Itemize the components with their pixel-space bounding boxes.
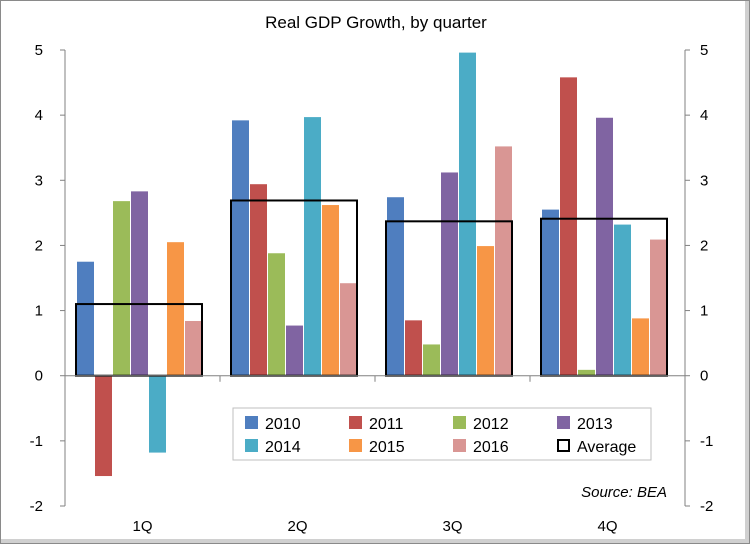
legend-swatch-2014 — [245, 439, 258, 452]
legend-label-2014: 2014 — [265, 439, 301, 456]
bar-2014-3Q — [459, 52, 476, 376]
chart-title: Real GDP Growth, by quarter — [265, 13, 487, 32]
y-tick-label-right: -1 — [700, 433, 713, 450]
y-tick-label-right: 1 — [700, 303, 708, 320]
bar-2010-2Q — [232, 120, 249, 376]
source-annotation: Source: BEA — [581, 484, 667, 501]
bar-2015-2Q — [322, 205, 339, 376]
y-tick-label-left: 2 — [35, 237, 43, 254]
bar-2014-4Q — [614, 224, 631, 376]
bar-2016-3Q — [495, 146, 512, 376]
bar-2011-1Q — [95, 375, 112, 477]
legend-label-2013: 2013 — [577, 416, 613, 433]
y-tick-label-left: -2 — [30, 498, 43, 515]
legend-swatch-2010 — [245, 416, 258, 429]
y-tick-label-left: 3 — [35, 172, 43, 189]
legend-label-2011: 2011 — [369, 416, 404, 433]
legend-swatch-2015 — [349, 439, 362, 452]
y-tick-label-left: 1 — [35, 303, 43, 320]
bar-2014-2Q — [304, 117, 321, 376]
bar-2015-3Q — [477, 246, 494, 376]
y-tick-label-right: 2 — [700, 237, 708, 254]
x-tick-label-1Q: 1Q — [132, 518, 152, 535]
bar-2010-1Q — [77, 261, 94, 376]
bar-2012-4Q — [578, 369, 595, 376]
y-tick-label-right: 4 — [700, 107, 708, 124]
bar-2016-2Q — [340, 283, 357, 376]
legend-label-2012: 2012 — [473, 416, 509, 433]
bar-2010-3Q — [387, 197, 404, 376]
bar-2016-4Q — [650, 239, 667, 376]
bar-2013-2Q — [286, 325, 303, 376]
bar-2011-2Q — [250, 184, 267, 376]
axes: -2 -2 -1 -1 0 0 1 1 2 2 3 3 4 4 5 5 1Q 2Q 3Q 4Q — [30, 42, 714, 535]
legend-swatch-2012 — [453, 416, 466, 429]
bar-2016-1Q — [185, 320, 202, 376]
legend-label-2016: 2016 — [473, 439, 509, 456]
bar-group — [77, 52, 667, 477]
average-group — [75, 199, 668, 377]
y-tick-label-left: 5 — [35, 42, 43, 59]
y-tick-label-right: 0 — [700, 368, 708, 385]
bar-2013-4Q — [596, 117, 613, 376]
legend-label-Average: Average — [577, 439, 636, 456]
x-tick-label-2Q: 2Q — [287, 518, 307, 535]
bar-2010-4Q — [542, 209, 559, 376]
legend-swatch-2016 — [453, 439, 466, 452]
legend-label-2015: 2015 — [369, 439, 405, 456]
bar-2015-4Q — [632, 318, 649, 376]
y-tick-label-left: -1 — [30, 433, 43, 450]
legend-box — [232, 407, 652, 461]
x-tick-label-3Q: 3Q — [442, 518, 462, 535]
legend-swatch-2013 — [557, 416, 570, 429]
bar-2015-1Q — [167, 242, 184, 376]
bar-2012-1Q — [113, 201, 130, 376]
legend-swatch-2011 — [349, 416, 362, 429]
bar-2013-3Q — [441, 172, 458, 376]
bar-2012-3Q — [423, 344, 440, 376]
bar-2011-3Q — [405, 320, 422, 376]
y-tick-label-right: -2 — [700, 498, 713, 515]
y-tick-label-left: 4 — [35, 107, 43, 124]
y-tick-label-left: 0 — [35, 368, 43, 385]
legend-label-2010: 2010 — [265, 416, 301, 433]
legend-swatch-average — [557, 439, 570, 452]
y-tick-label-right: 5 — [700, 42, 708, 59]
bar-2014-1Q — [149, 375, 166, 453]
bar-2011-4Q — [560, 77, 577, 376]
bar-2012-2Q — [268, 253, 285, 376]
legend: 2010 2011 2012 2013 2014 2015 2016 Average — [232, 407, 652, 461]
y-tick-label-right: 3 — [700, 172, 708, 189]
x-tick-label-4Q: 4Q — [597, 518, 617, 535]
bar-2013-1Q — [131, 191, 148, 376]
